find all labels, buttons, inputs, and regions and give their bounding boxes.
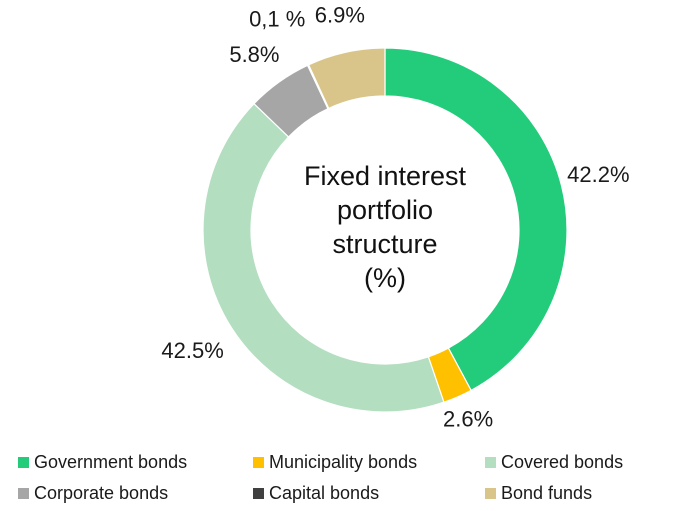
legend-item-government-bonds: Government bonds bbox=[18, 452, 253, 472]
title-line: (%) bbox=[364, 263, 406, 293]
legend-label: Government bonds bbox=[34, 452, 188, 472]
slice-bond-funds bbox=[307, 47, 386, 110]
legend-label: Corporate bonds bbox=[34, 483, 169, 503]
donut-chart: 42.2% 2.6% 42.5% 5.8% 0,1 % 6.9% Fixed intere… bbox=[161, 3, 629, 432]
chart-title: Fixed interest portfolio structure (%) bbox=[304, 161, 467, 293]
legend-swatch bbox=[18, 487, 29, 499]
legend-swatch bbox=[253, 456, 264, 468]
legend-swatch bbox=[485, 456, 496, 468]
legend-label: Bond funds bbox=[501, 483, 593, 503]
legend-item-municipality-bonds: Municipality bonds bbox=[253, 452, 485, 472]
legend-item-capital-bonds: Capital bonds bbox=[253, 483, 485, 503]
legend-item-covered-bonds: Covered bonds bbox=[485, 452, 668, 472]
donut-slices bbox=[202, 47, 568, 413]
data-label-covered-bonds: 42.5% bbox=[161, 338, 223, 363]
data-label-corporate-bonds: 5.8% bbox=[229, 42, 279, 67]
data-label-capital-bonds: 0,1 % bbox=[249, 7, 305, 32]
data-label-municipality-bonds: 2.6% bbox=[443, 406, 493, 431]
slice-labels: 42.2% 2.6% 42.5% 5.8% 0,1 % 6.9% bbox=[161, 3, 629, 432]
legend-swatch bbox=[485, 487, 496, 499]
legend-swatch bbox=[253, 487, 264, 499]
title-line: portfolio bbox=[337, 195, 433, 225]
legend-item-bond-funds: Bond funds bbox=[485, 483, 668, 503]
data-label-bond-funds: 6.9% bbox=[315, 3, 365, 28]
title-line: structure bbox=[332, 229, 437, 259]
legend: Government bonds Municipality bonds Covere… bbox=[18, 452, 668, 503]
slice-covered-bonds bbox=[202, 102, 445, 413]
title-line: Fixed interest bbox=[304, 161, 467, 191]
slice-government-bonds bbox=[384, 47, 568, 392]
legend-swatch bbox=[18, 456, 29, 468]
legend-label: Capital bonds bbox=[269, 483, 380, 503]
legend-label: Municipality bonds bbox=[269, 452, 418, 472]
legend-item-corporate-bonds: Corporate bonds bbox=[18, 483, 253, 503]
legend-label: Covered bonds bbox=[501, 452, 624, 472]
data-label-government-bonds: 42.2% bbox=[567, 162, 629, 187]
